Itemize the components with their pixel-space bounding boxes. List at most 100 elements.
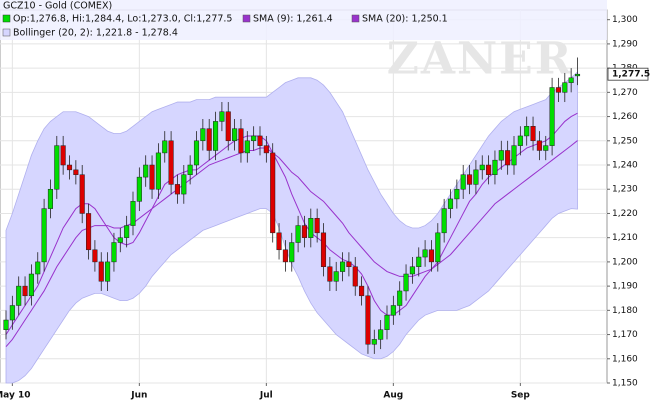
candle-body [320,232,327,267]
candle-body [346,261,352,267]
candle-body [105,261,111,282]
candle-body [66,164,73,171]
candle-body [574,73,581,77]
candle-body [143,164,149,178]
candle-body [435,232,441,263]
candle-body [536,140,542,151]
y-tick-label: 1,160 [612,354,638,364]
candle-body [333,271,339,282]
candle-body [162,140,168,154]
x-tick-label: Sep [511,391,531,401]
candle-body [244,140,250,154]
candle-body [479,164,485,171]
y-tick-label: 1,210 [612,233,638,243]
data [3,57,581,384]
candle-body [416,256,422,267]
candle-body [117,237,123,243]
candle-body [378,329,384,340]
candle-body [441,208,447,234]
candle-body [22,285,28,297]
x-tick-label: Jul [259,391,273,401]
candle-body [92,249,98,263]
y-tick-label: 1,290 [612,39,638,49]
ohlc-label: Op:1,276.8, Hi:1,284.4, Lo:1,273.0, Cl:1… [13,14,232,25]
candle-body [340,261,346,272]
x-tick-label: Aug [383,391,403,401]
candle-body [403,273,409,292]
candle-body [492,159,498,175]
candle-body [238,128,244,154]
last-price-label: 1,277.5 [612,70,650,80]
legend-swatch [2,28,11,37]
candle-body [460,174,466,190]
candle-body [498,150,504,161]
candle-body [54,145,60,190]
legend: Bollinger (20, 2): 1,221.8 - 1,278.4 SMA … [2,14,448,39]
candle-body [225,111,231,142]
candle-body [232,128,238,142]
y-tick-label: 1,220 [612,209,638,219]
candle-body [562,82,568,93]
legend-swatch [2,14,11,23]
candle-body [301,225,307,238]
candle-body [314,218,320,234]
y-tick-label: 1,190 [612,282,638,292]
y-tick-label: 1,180 [612,306,638,316]
bollinger-band [5,71,578,384]
candle-body [213,121,219,151]
candle-body [543,145,549,151]
x-tick-label: Jun [130,391,147,401]
candle-body [28,273,34,297]
y-tick-label: 1,240 [612,161,638,171]
candle-body [447,198,454,209]
y-tick-label: 1,230 [612,185,638,195]
chart-title: GCZ10 - Gold (COMEX) [3,1,112,12]
candle-body [295,225,301,243]
candle-body [359,285,365,297]
candle-body [365,295,371,345]
legend-bg [0,0,607,40]
candle-body [206,128,212,151]
candle-body [130,201,136,226]
candle-body [524,126,530,137]
legend-label: SMA (9): 1,261.4 [253,14,333,25]
candle-body [352,266,358,287]
y-tick-label: 1,260 [612,112,638,122]
candle-body [187,164,193,175]
candle-body [276,232,282,251]
candle-body [79,174,85,214]
x-tick-label: May 10 [0,391,30,401]
y-tick-label: 1,150 [612,379,638,389]
candle-body [86,213,92,251]
candle-body [473,169,479,185]
candle-body [422,249,428,258]
candle-body [47,188,54,209]
candle-body [505,150,511,166]
candle-body [200,128,206,142]
candle-body [181,174,187,195]
candle-body [511,145,517,166]
candle-body [530,126,536,142]
candle-body [327,266,333,282]
candle-body [60,145,66,166]
candle-body [41,208,47,263]
legend-swatch [351,14,360,23]
candle-body [454,188,460,200]
legend-swatch [242,14,251,23]
candle-body [428,249,434,263]
legend-label: Bollinger (20, 2): 1,221.8 - 1,278.4 [13,28,178,39]
candle-body [98,261,104,282]
y-tick-label: 1,270 [612,88,638,98]
candle-body [136,176,142,202]
candle-body [549,87,555,146]
candle-body [35,261,41,275]
candle-body [9,305,15,321]
sma-line [5,112,578,335]
candle-body [251,135,257,142]
legend-label: SMA (20): 1,250.1 [362,14,448,25]
candle-body [174,184,180,195]
watermark: ZANER [387,34,574,85]
candle-body [384,314,390,330]
candle-body [111,242,117,263]
